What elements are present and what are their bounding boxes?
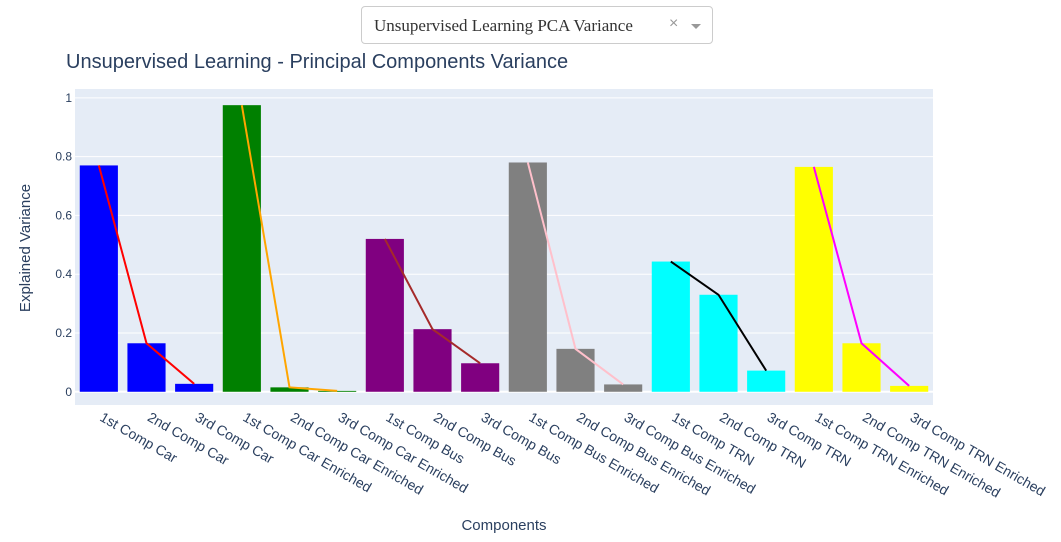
bar[interactable] <box>556 348 595 392</box>
bar[interactable] <box>604 384 643 392</box>
bar[interactable] <box>270 387 309 392</box>
bar[interactable] <box>365 238 404 392</box>
trend-line[interactable] <box>670 260 768 372</box>
bar[interactable] <box>508 162 547 392</box>
trend-line[interactable] <box>97 165 195 385</box>
bar[interactable] <box>127 343 166 392</box>
trend-line[interactable] <box>526 162 624 386</box>
x-axis-title: Components <box>461 517 546 534</box>
bar[interactable] <box>413 329 452 392</box>
bar[interactable] <box>175 383 214 392</box>
clear-icon[interactable]: × <box>669 15 679 32</box>
chart-selector-dropdown[interactable]: Unsupervised Learning PCA Variance × <box>361 6 713 44</box>
gridlines <box>75 97 933 393</box>
dropdown-selected-value: Unsupervised Learning PCA Variance <box>374 16 633 35</box>
bar[interactable] <box>699 294 738 392</box>
bar[interactable] <box>794 166 833 392</box>
bar[interactable] <box>79 165 118 392</box>
plot-area <box>75 89 933 405</box>
trend-line[interactable] <box>383 238 481 365</box>
trend-line[interactable] <box>240 105 338 392</box>
chevron-down-icon[interactable] <box>691 24 701 29</box>
bar[interactable] <box>747 370 786 392</box>
y-axis-title: Explained Variance <box>17 184 34 312</box>
y-tick-label: 0.2 <box>55 326 72 340</box>
bar[interactable] <box>461 363 500 392</box>
bar[interactable] <box>222 105 261 392</box>
y-tick-label: 0 <box>65 385 72 399</box>
y-tick-labels: 0 0.2 0.4 0.6 0.8 1 <box>55 91 72 399</box>
bar[interactable] <box>842 343 881 392</box>
y-tick-label: 1 <box>65 91 72 105</box>
bar[interactable] <box>318 390 357 392</box>
trend-line[interactable] <box>812 166 910 387</box>
y-tick-label: 0.8 <box>55 150 72 164</box>
bar[interactable] <box>651 261 690 392</box>
bars <box>79 105 929 392</box>
trend-lines <box>97 105 910 392</box>
bar[interactable] <box>890 385 929 392</box>
chart-title: Unsupervised Learning - Principal Compon… <box>66 51 568 73</box>
y-tick-label: 0.6 <box>55 208 72 222</box>
y-tick-label: 0.4 <box>55 267 72 281</box>
